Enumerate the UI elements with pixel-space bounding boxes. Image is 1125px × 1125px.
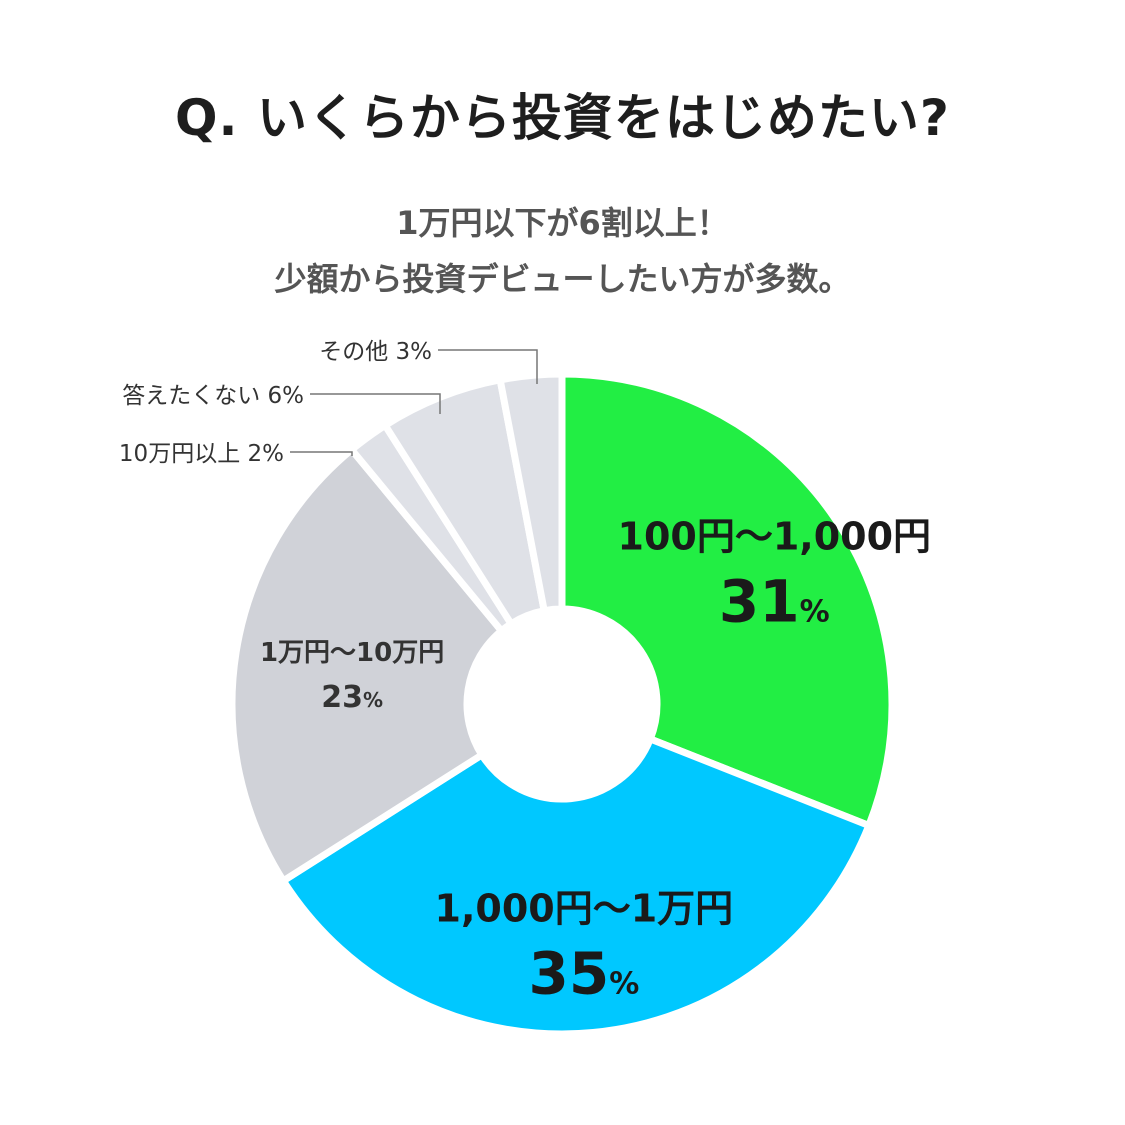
slice-3-label: 1万円〜10万円	[260, 638, 444, 668]
slice-2-wedge	[279, 735, 873, 1038]
slice-6-leader-line	[438, 349, 538, 384]
slice-5-label: 答えたくない 6%	[122, 383, 304, 409]
slice-4-label: 10万円以上 2%	[119, 441, 284, 467]
slice-2-label: 1,000円〜1万円	[435, 886, 734, 930]
slice-2-value: 35%	[528, 939, 639, 1007]
slice-1-value: 31%	[719, 567, 830, 635]
slice-1-wedge	[558, 370, 896, 829]
slice-3-wedge	[228, 446, 505, 885]
chart-title: Q. いくらから投資をはじめたい?	[175, 89, 950, 147]
chart-subtitle-line-2: 少額から投資デビューしたい方が多数。	[274, 260, 851, 298]
slice-6-label: その他 3%	[319, 339, 432, 365]
slice-3-value: 23%	[321, 680, 383, 715]
chart-subtitle-line-1: 1万円以下が6割以上！	[396, 204, 729, 242]
slice-4-leader-line	[290, 451, 353, 456]
slice-5-leader-line	[310, 393, 441, 414]
slice-1-label: 100円〜1,000円	[618, 514, 932, 558]
slice-6-wedge	[496, 370, 566, 615]
